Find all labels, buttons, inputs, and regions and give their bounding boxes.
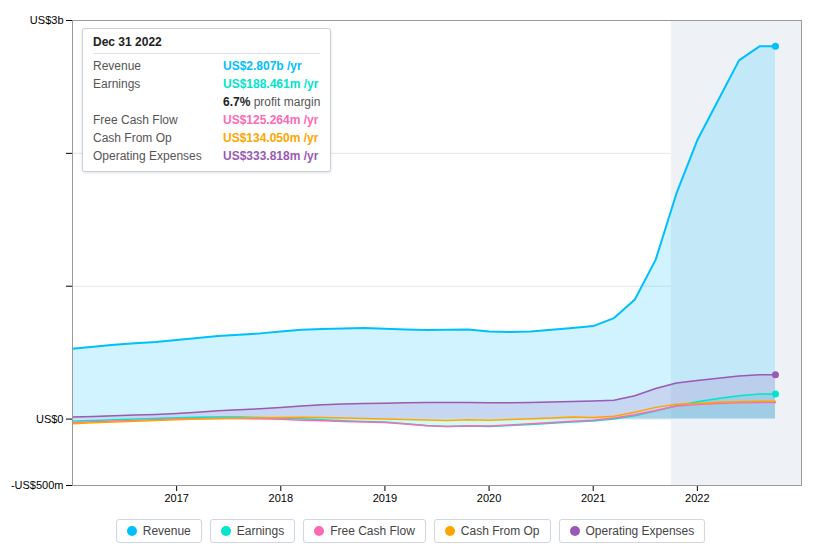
- html-text:Revenue: Revenue: [93, 59, 141, 73]
- svg-text:2022: 2022: [685, 492, 709, 504]
- html-text:US$2.807b /yr: US$2.807b /yr: [223, 59, 302, 73]
- svg-text:2018: 2018: [269, 492, 293, 504]
- html-text:Cash From Op: Cash From Op: [460, 524, 540, 538]
- html-text:Revenue: Revenue: [142, 524, 191, 538]
- html-text:Dec 31 2022: Dec 31 2022: [93, 35, 162, 49]
- svg-text:2017: 2017: [164, 492, 188, 504]
- html-text:Operating Expenses: Operating Expenses: [93, 149, 202, 163]
- html-text:Earnings: Earnings: [93, 77, 141, 91]
- html-text:6.7% profit margin: 6.7% profit margin: [223, 95, 321, 109]
- html-text:US$333.818m /yr: US$333.818m /yr: [223, 149, 319, 163]
- svg-text:-US$500m: -US$500m: [11, 479, 64, 491]
- html-text:Operating Expenses: Operating Expenses: [585, 524, 695, 538]
- html-text:Free Cash Flow: Free Cash Flow: [330, 524, 415, 538]
- html-text:Cash From Op: Cash From Op: [93, 131, 172, 145]
- html-text:US$125.264m /yr: US$125.264m /yr: [223, 113, 319, 127]
- html-text:US$188.461m /yr: US$188.461m /yr: [223, 77, 319, 91]
- html-text:US$134.050m /yr: US$134.050m /yr: [223, 131, 319, 145]
- svg-text:US$0: US$0: [36, 413, 64, 425]
- svg-text:2020: 2020: [477, 492, 501, 504]
- svg-text:2019: 2019: [373, 492, 397, 504]
- html-text:Earnings: Earnings: [236, 524, 285, 538]
- svg-text:US$3b: US$3b: [30, 14, 64, 26]
- svg-text:2021: 2021: [581, 492, 605, 504]
- html-text:Free Cash Flow: Free Cash Flow: [93, 113, 178, 127]
